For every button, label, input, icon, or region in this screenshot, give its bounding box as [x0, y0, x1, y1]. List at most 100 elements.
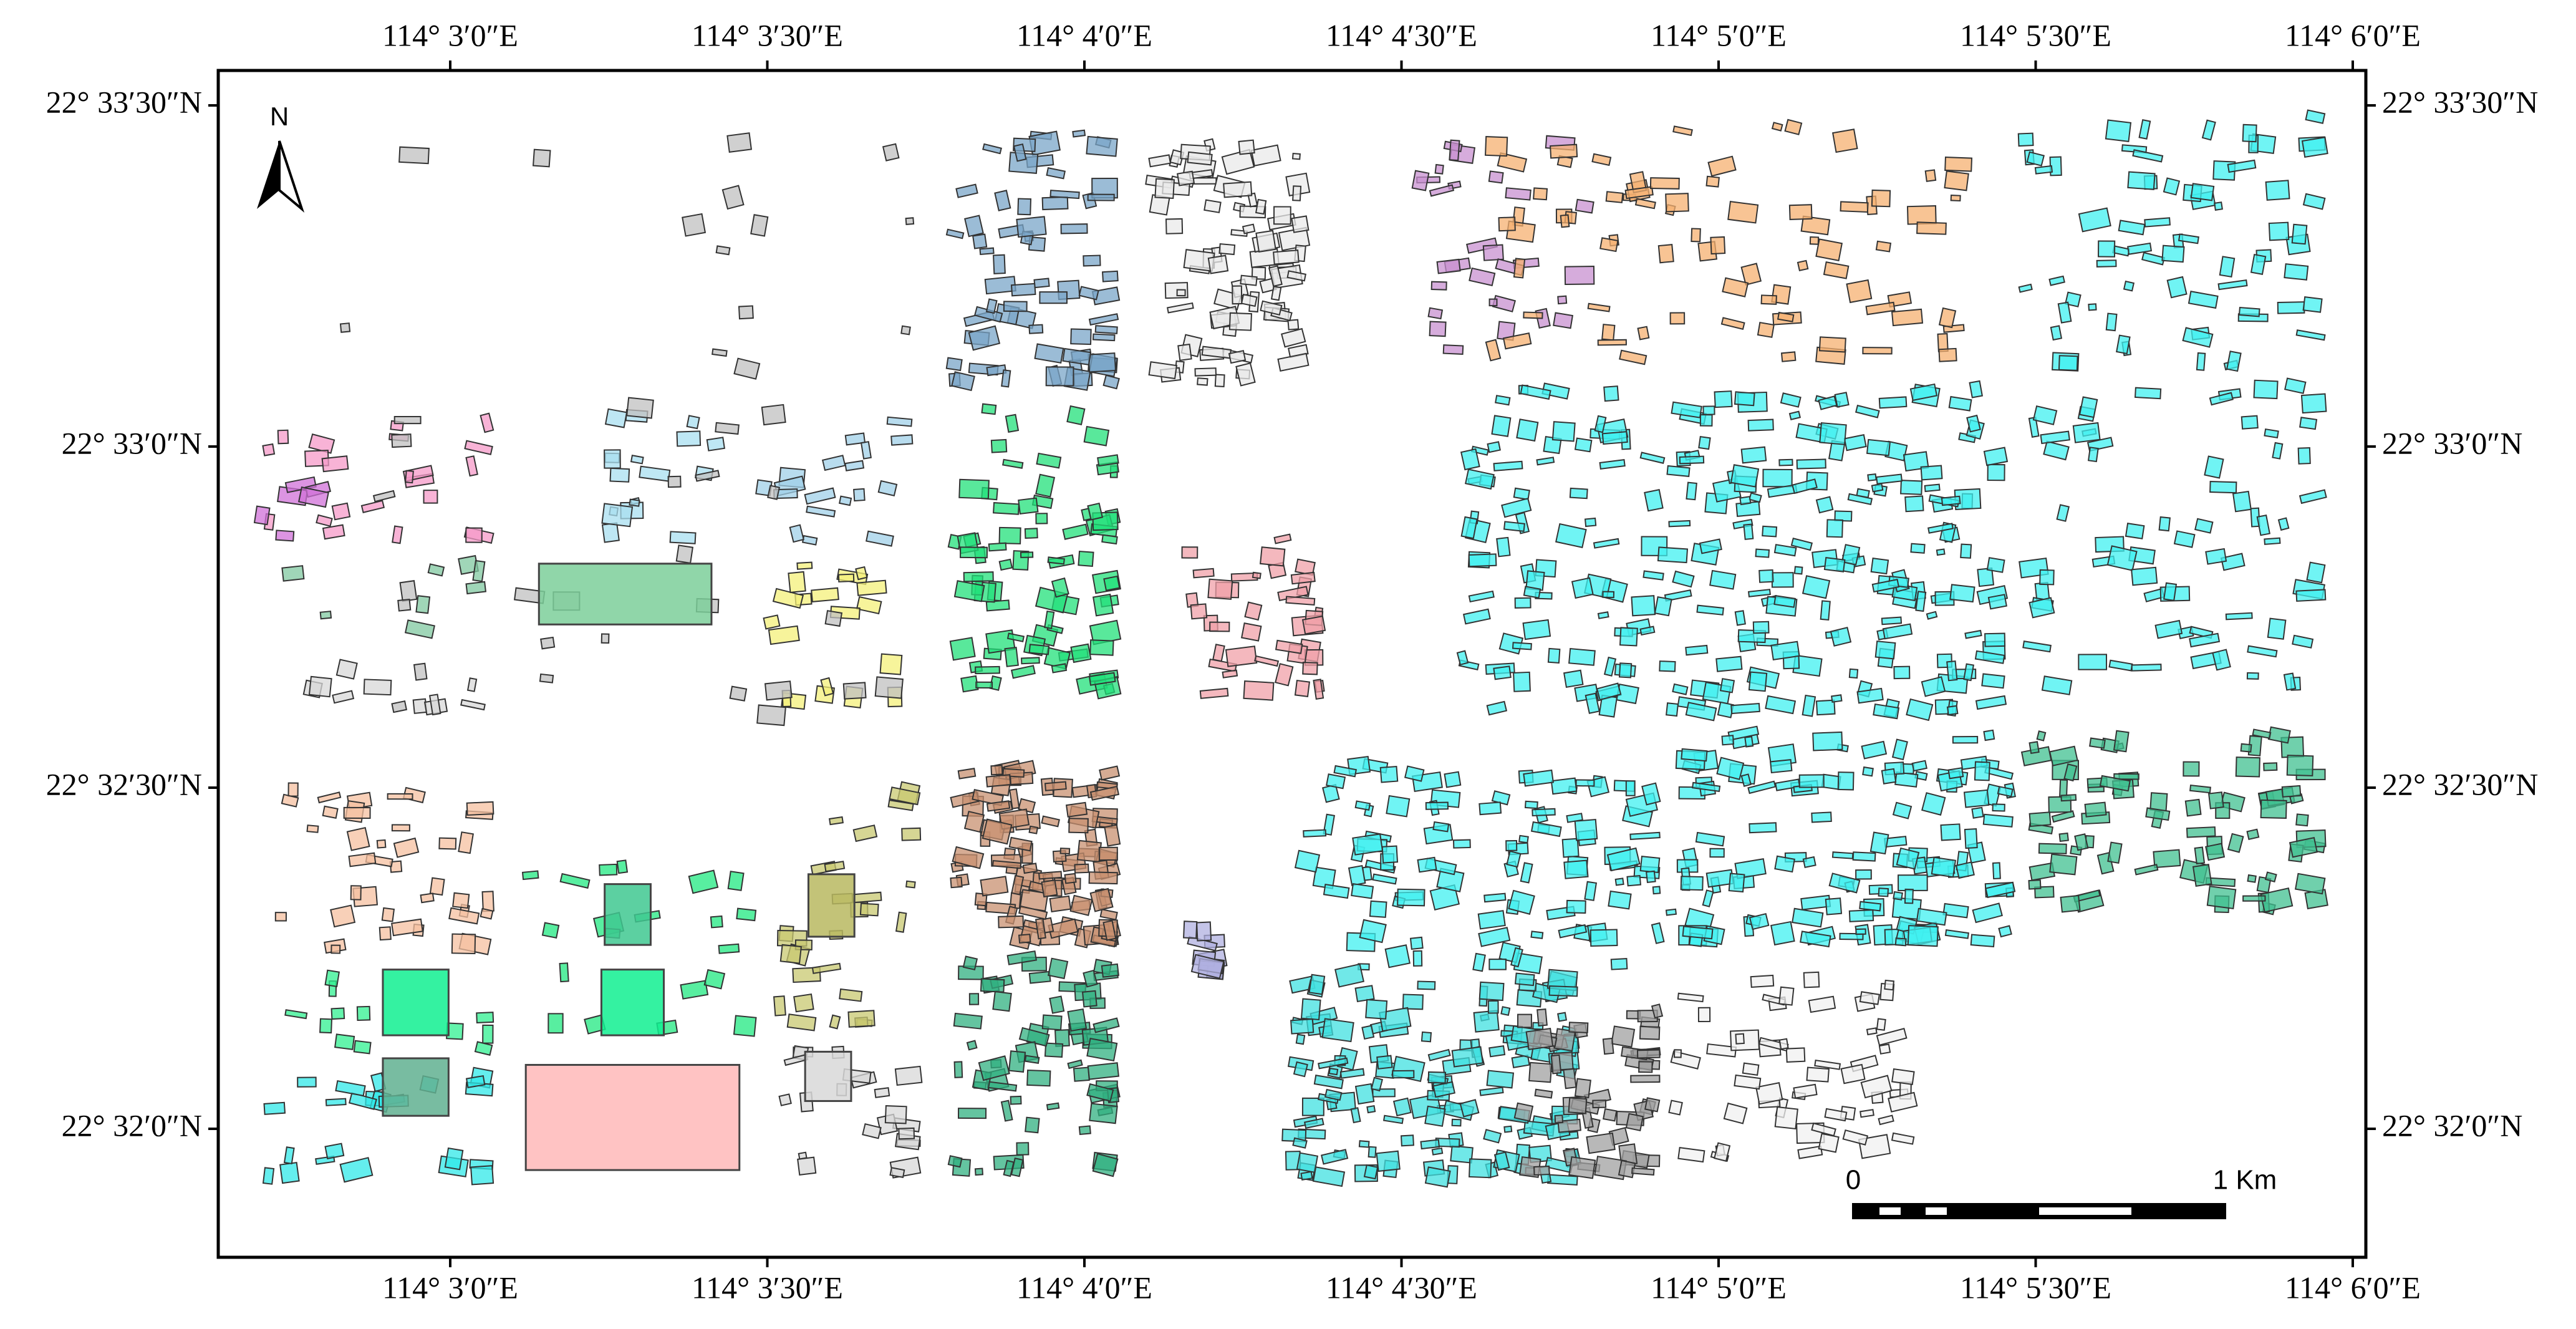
building: [1820, 600, 1831, 621]
building: [1011, 874, 1025, 896]
building: [1193, 177, 1217, 185]
building: [1328, 1067, 1339, 1076]
building: [1372, 873, 1397, 885]
building: [1815, 699, 1836, 716]
building: [1744, 736, 1754, 748]
building: [2260, 799, 2287, 819]
building: [609, 467, 630, 483]
building: [1087, 502, 1104, 521]
building: [1359, 919, 1387, 944]
latitude-label: 22° 33′0″N: [62, 425, 202, 460]
building: [1270, 286, 1282, 301]
building: [1792, 907, 1824, 928]
building: [1659, 660, 1676, 672]
building: [1641, 782, 1661, 806]
building: [2246, 828, 2260, 841]
building: [953, 1012, 983, 1030]
building: [1777, 311, 1795, 322]
building: [947, 1155, 963, 1168]
building: [1049, 190, 1080, 200]
building: [2060, 894, 2081, 913]
building: [1699, 413, 1713, 427]
building: [1240, 622, 1262, 642]
building: [1041, 879, 1058, 898]
building: [982, 143, 1002, 155]
building: [1022, 863, 1038, 874]
building: [1459, 1099, 1480, 1118]
building: [1747, 418, 1774, 432]
building: [1513, 258, 1526, 279]
longitude-label: 114° 6′0″E: [2285, 1270, 2421, 1305]
building: [966, 1040, 978, 1051]
building: [1044, 610, 1055, 629]
building: [2225, 612, 2253, 621]
building: [1320, 1149, 1349, 1165]
building: [1228, 350, 1247, 364]
building: [2209, 481, 2237, 494]
building: [1900, 480, 1923, 495]
building: [1046, 167, 1066, 180]
building: [639, 465, 671, 482]
building: [811, 587, 839, 602]
building: [1530, 821, 1562, 838]
building: [1952, 736, 1979, 744]
building: [1815, 238, 1843, 261]
building: [466, 801, 494, 816]
building: [1009, 788, 1020, 809]
building: [1296, 1152, 1319, 1173]
building: [1312, 1166, 1346, 1187]
building: [1165, 218, 1184, 234]
building: [1734, 1074, 1762, 1090]
building: [1351, 883, 1374, 899]
building: [2232, 490, 2252, 513]
building: [376, 839, 387, 849]
building: [1891, 738, 1908, 761]
building: [988, 542, 1007, 552]
building: [1563, 669, 1584, 689]
building: [2204, 455, 2224, 479]
building: [1074, 863, 1089, 874]
building: [821, 455, 846, 471]
building: [2049, 853, 2078, 876]
building: [960, 546, 988, 559]
building: [1811, 811, 1832, 823]
building: [1762, 525, 1778, 538]
building: [2113, 773, 2139, 780]
building: [972, 233, 988, 249]
building: [1747, 589, 1771, 597]
building: [1869, 831, 1889, 855]
building: [1255, 198, 1267, 215]
building: [767, 485, 781, 500]
building: [1972, 902, 2003, 924]
longitude-label: 114° 5′30″E: [1960, 1270, 2111, 1305]
building: [2301, 137, 2328, 158]
building: [686, 415, 700, 430]
building: [1506, 850, 1522, 868]
longitude-label: 114° 3′30″E: [692, 1270, 843, 1305]
building: [1167, 302, 1194, 314]
building: [1941, 495, 1961, 506]
building: [2105, 119, 2132, 142]
building: [1702, 889, 1714, 907]
building: [330, 1007, 345, 1020]
building: [1479, 981, 1505, 1002]
building: [1981, 673, 2005, 689]
building: [1034, 343, 1064, 364]
building: [1797, 259, 1809, 272]
building: [262, 443, 276, 457]
building: [1366, 1104, 1376, 1114]
building: [1493, 460, 1523, 471]
building: [2299, 489, 2327, 505]
building: [1574, 819, 1598, 841]
building: [982, 818, 1013, 845]
building: [1230, 229, 1248, 237]
building: [348, 852, 377, 867]
building: [1986, 557, 2005, 573]
building: [2182, 327, 2214, 348]
building: [1250, 144, 1281, 167]
building: [1523, 769, 1555, 787]
building: [1518, 834, 1529, 844]
building: [1730, 1029, 1760, 1051]
building: [994, 190, 1011, 211]
large-building: [524, 1063, 741, 1171]
